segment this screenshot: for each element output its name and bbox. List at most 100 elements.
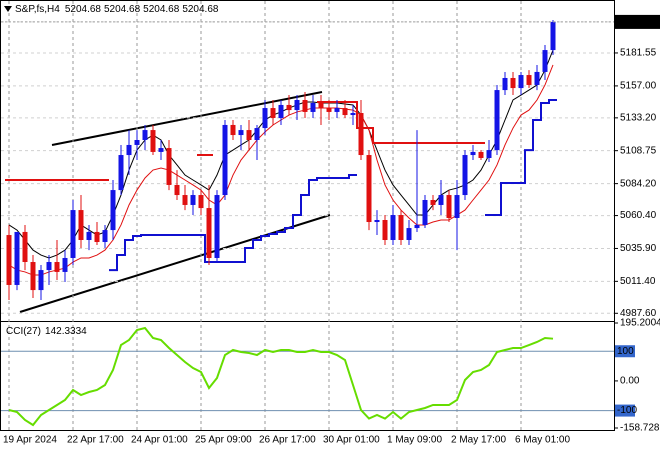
candle-body: [262, 108, 268, 129]
candle-body: [462, 155, 468, 196]
menu-arrow[interactable]: [4, 6, 12, 12]
y-tick-label: 100: [617, 346, 634, 357]
candle-body: [62, 257, 68, 272]
candle-body: [286, 104, 292, 111]
candle-body: [182, 195, 188, 205]
candle-body: [470, 151, 476, 156]
header-value: 5204.68: [182, 4, 219, 15]
x-tick-label: 19 Apr 2024: [3, 435, 57, 446]
symbol: S&P,fs,H4: [15, 4, 60, 15]
candle-body: [246, 130, 252, 140]
candle-body: [94, 231, 100, 243]
candle-body: [350, 113, 356, 116]
candle-body: [38, 270, 44, 291]
x-tick-label: 30 Apr 01:00: [323, 435, 380, 446]
candle-body: [454, 195, 460, 218]
candle-body: [230, 124, 236, 136]
current-price-box: [615, 14, 660, 29]
candle-body: [174, 184, 180, 196]
y-tick-label: -100: [617, 405, 637, 416]
candle-body: [398, 215, 404, 240]
candle-body: [46, 262, 52, 271]
candle-body: [342, 108, 348, 116]
indicator-value: 142.3334: [45, 326, 87, 337]
candle-body: [102, 230, 108, 243]
y-tick-label: 4987.60: [620, 308, 657, 319]
header-value: 5204.68: [104, 4, 141, 15]
y-tick-label: 5060.40: [620, 210, 657, 221]
y-tick-label: -158.7289: [620, 423, 660, 434]
candle-body: [166, 148, 172, 185]
candle-body: [14, 231, 20, 285]
candle-body: [510, 77, 516, 89]
candle-body: [198, 195, 204, 209]
header-value: 5204.68: [143, 4, 180, 15]
y-tick-label: 195.2004: [620, 318, 660, 329]
y-tick-label: 5035.90: [620, 243, 657, 254]
x-tick-label: 2 May 17:00: [451, 435, 506, 446]
y-tick-label: 5157.00: [620, 81, 657, 92]
candle-body: [126, 144, 132, 156]
candle-body: [22, 231, 28, 263]
candle-body: [446, 195, 452, 218]
x-tick-label: 26 Apr 17:00: [259, 435, 316, 446]
candle-body: [110, 190, 116, 231]
candle-body: [502, 77, 508, 91]
step-line: [109, 99, 557, 272]
level-label-box: [615, 404, 635, 417]
y-tick-label: 5133.20: [620, 112, 657, 123]
x-tick-label: 22 Apr 17:00: [67, 435, 124, 446]
candle-body: [86, 231, 92, 240]
candle-body: [526, 75, 532, 85]
candle-body: [134, 140, 140, 145]
candle-body: [142, 130, 148, 140]
candle-body: [214, 195, 220, 258]
candle-body: [30, 262, 36, 291]
candle-body: [406, 228, 412, 240]
candle-body: [494, 90, 500, 151]
candle-body: [310, 102, 316, 112]
candle-body: [318, 102, 324, 109]
candle-body: [334, 108, 340, 112]
candle-body: [190, 195, 196, 205]
y-tick-label: 5181.55: [620, 48, 657, 59]
current-price-label: 5204.68: [619, 17, 656, 28]
candle-body: [270, 108, 276, 118]
candle-body: [438, 195, 444, 205]
candle-body: [422, 200, 428, 225]
candle-body: [326, 108, 332, 112]
indicator-title: CCI(27): [6, 326, 41, 337]
candle-body: [542, 50, 548, 72]
candle-body: [382, 220, 388, 240]
candle-body: [534, 71, 540, 85]
candle-body: [374, 220, 380, 223]
candle-body: [118, 155, 124, 191]
candle-body: [518, 75, 524, 89]
candle-body: [478, 151, 484, 158]
candle-body: [78, 210, 84, 240]
plot: [1, 1, 614, 430]
header: S&P,fs,H4 5204.68 5204.68 5204.68 5204.68: [15, 4, 219, 15]
level-label-box: [615, 345, 635, 358]
indicator-header: CCI(27) 142.3334: [6, 326, 87, 337]
candle-body: [366, 155, 372, 223]
candle-body: [414, 224, 420, 229]
candle-body: [550, 21, 556, 51]
header-value: 5204.68: [65, 4, 102, 15]
y-tick-label: 5011.40: [620, 276, 656, 287]
candle-body: [158, 148, 164, 152]
x-tick-label: 25 Apr 09:00: [195, 435, 252, 446]
candle-body: [70, 210, 76, 258]
candle-body: [54, 262, 60, 272]
candle-body: [294, 100, 300, 111]
step-line: [5, 101, 485, 181]
x-tick-label: 6 May 01:00: [515, 435, 570, 446]
y-tick-label: 5084.20: [620, 178, 657, 189]
candle-body: [254, 128, 260, 140]
indicator-line: [8, 326, 554, 427]
candle-body: [238, 130, 244, 136]
candle-body: [430, 200, 436, 205]
